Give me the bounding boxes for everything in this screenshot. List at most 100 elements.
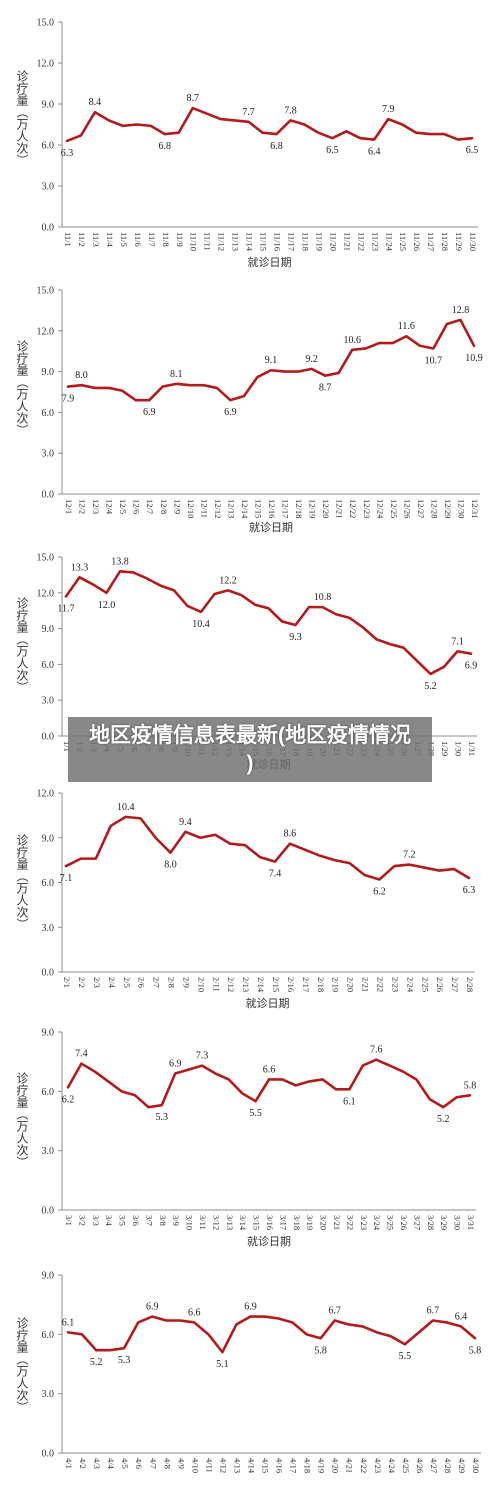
data-label: 6.7 xyxy=(328,1305,341,1316)
x-tick-label: 12/29 xyxy=(443,499,453,518)
x-tick-label: 11/4 xyxy=(105,232,115,248)
x-tick-label: 12/4 xyxy=(105,499,115,515)
data-label: 10.4 xyxy=(117,802,135,813)
data-label: 7.3 xyxy=(196,1051,209,1062)
x-tick-label: 11/5 xyxy=(119,232,129,247)
y-tick-label: 3.0 xyxy=(42,1146,55,1157)
data-label: 6.1 xyxy=(62,1317,75,1328)
x-tick-label: 4/3 xyxy=(92,1458,102,1469)
x-tick-label: 12/27 xyxy=(416,499,426,518)
y-axis-title: 诊疗量（万人次） xyxy=(15,340,29,436)
x-tick-label: 3/31 xyxy=(466,1215,476,1230)
x-tick-label: 4/6 xyxy=(134,1458,144,1469)
chart-december: 0.0 3.0 6.0 9.0 12.0 15.0 12/1 12/2 12/3 12/4 12/5… xyxy=(15,286,483,535)
x-tick-label: 12/6 xyxy=(132,499,142,514)
x-tick-label: 3/10 xyxy=(185,1215,195,1230)
x-tick-label: 2/3 xyxy=(92,977,102,988)
x-tick-label: 11/30 xyxy=(468,232,478,251)
x-tick-label: 3/20 xyxy=(319,1215,329,1230)
y-tick-label: 6.0 xyxy=(42,660,55,671)
x-tick-label: 12/26 xyxy=(402,499,412,518)
data-label: 8.7 xyxy=(186,93,199,104)
x-tick-label: 2/28 xyxy=(465,977,475,992)
x-tick-label: 11/2 xyxy=(77,232,87,247)
x-tick-label: 2/21 xyxy=(361,977,371,992)
data-label: 5.1 xyxy=(216,1359,229,1370)
x-tick-label: 2/27 xyxy=(450,977,460,992)
data-label: 6.2 xyxy=(62,1094,75,1105)
data-label: 5.5 xyxy=(249,1108,262,1119)
x-tick-label: 12/21 xyxy=(335,499,345,518)
chart-november: 0.0 3.0 6.0 9.0 12.0 15.0 11/1 11/2 11/3 11/4 11/5… xyxy=(15,18,478,270)
x-axis-title: 就诊日期 xyxy=(248,255,292,269)
y-tick-label: 0.0 xyxy=(42,1449,55,1460)
data-label: 6.9 xyxy=(169,1059,182,1070)
x-tick-label: 11/26 xyxy=(412,232,422,251)
x-tick-label: 1/1 xyxy=(62,741,72,752)
x-tick-label: 12/24 xyxy=(375,499,385,519)
data-label: 13.3 xyxy=(71,562,89,573)
x-tick-label: 3/25 xyxy=(386,1215,396,1230)
x-tick-label: 3/5 xyxy=(118,1215,128,1226)
x-tick-label: 11/10 xyxy=(189,232,199,251)
x-tick-label: 2/5 xyxy=(122,977,132,988)
x-tick-label: 2/24 xyxy=(405,977,415,993)
data-label: 5.2 xyxy=(424,681,437,692)
data-line-series xyxy=(64,570,473,676)
x-tick-label: 12/20 xyxy=(321,499,331,518)
x-tick-label: 3/29 xyxy=(439,1215,449,1230)
x-tick-label: 4/12 xyxy=(218,1458,228,1473)
x-tick-label: 12/16 xyxy=(267,499,277,518)
x-tick-label: 11/3 xyxy=(91,232,101,247)
x-tick-label: 4/27 xyxy=(429,1458,439,1473)
x-tick-label: 11/17 xyxy=(286,232,296,251)
data-label: 5.8 xyxy=(469,1345,482,1356)
x-tick-label: 2/20 xyxy=(346,977,356,992)
x-tick-label: 3/11 xyxy=(198,1215,208,1230)
data-label: 10.4 xyxy=(192,619,210,630)
x-tick-label: 12/11 xyxy=(199,499,209,518)
x-tick-label: 12/15 xyxy=(254,499,264,518)
x-tick-label: 11/9 xyxy=(175,232,185,247)
x-tick-label: 4/30 xyxy=(471,1458,481,1473)
y-axis-title: 诊疗量（万人次） xyxy=(15,597,29,693)
x-tick-label: 4/1 xyxy=(64,1458,74,1469)
data-label: 12.0 xyxy=(98,600,116,611)
x-axis-title: 就诊日期 xyxy=(246,996,290,1010)
x-tick-label: 12/9 xyxy=(172,499,182,514)
data-label: 9.2 xyxy=(305,354,318,365)
x-tick-label: 2/16 xyxy=(286,977,296,992)
x-tick-label: 11/11 xyxy=(203,232,213,251)
y-tick-label: 0.0 xyxy=(42,223,55,234)
data-line-series xyxy=(66,318,476,402)
x-tick-label: 4/2 xyxy=(78,1458,88,1469)
x-tick-label: 3/17 xyxy=(278,1215,288,1230)
x-tick-label: 12/19 xyxy=(308,499,318,518)
data-label: 6.5 xyxy=(326,145,339,156)
x-tick-label: 11/23 xyxy=(370,232,380,251)
data-label: 6.6 xyxy=(263,1064,276,1075)
data-label: 6.4 xyxy=(455,1311,468,1322)
x-tick-label: 3/30 xyxy=(453,1215,463,1230)
data-label: 8.7 xyxy=(319,383,332,394)
x-tick-label: 11/15 xyxy=(259,232,269,251)
y-tick-label: 6.0 xyxy=(42,878,55,889)
x-tick-label: 11/25 xyxy=(398,232,408,251)
x-tick-label: 11/27 xyxy=(426,232,436,251)
x-tick-label: 2/1 xyxy=(62,977,72,988)
x-tick-label: 4/20 xyxy=(331,1458,341,1473)
x-tick-label: 4/23 xyxy=(373,1458,383,1473)
x-tick-label: 4/26 xyxy=(415,1458,425,1473)
x-tick-label: 3/23 xyxy=(359,1215,369,1230)
data-line-series xyxy=(65,106,474,143)
y-tick-label: 12.0 xyxy=(37,789,55,800)
x-tick-label: 11/14 xyxy=(245,232,255,252)
x-tick-label: 3/12 xyxy=(211,1215,221,1230)
x-tick-label: 4/17 xyxy=(289,1458,299,1473)
data-label: 8.0 xyxy=(164,860,177,871)
x-tick-label: 3/3 xyxy=(91,1215,101,1226)
data-label: 10.6 xyxy=(343,335,361,346)
data-label: 5.3 xyxy=(156,1112,169,1123)
y-tick-label: 12.0 xyxy=(37,326,55,337)
